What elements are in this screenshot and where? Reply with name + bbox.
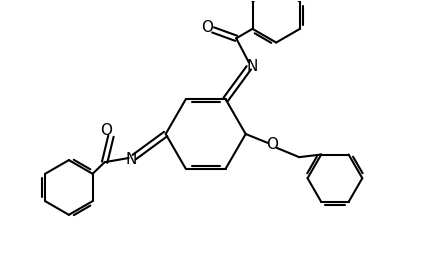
- Text: O: O: [266, 137, 278, 152]
- Text: O: O: [201, 20, 214, 35]
- Text: O: O: [100, 123, 112, 138]
- Text: N: N: [125, 152, 137, 167]
- Text: N: N: [246, 59, 258, 75]
